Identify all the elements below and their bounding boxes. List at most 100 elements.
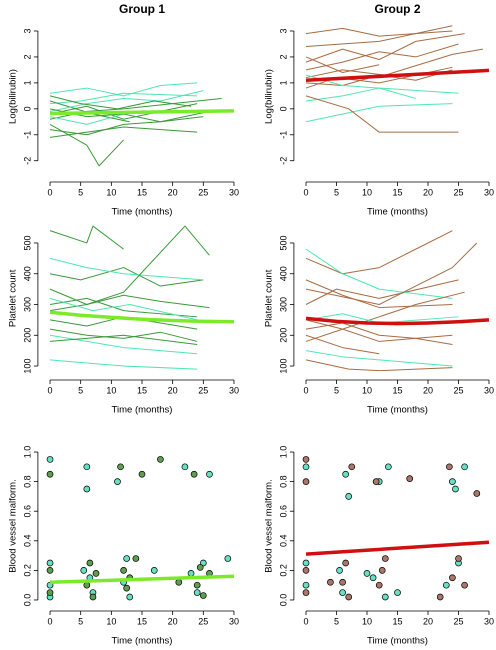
point — [461, 581, 468, 589]
x-tick-label: 25 — [198, 187, 208, 197]
y-tick-label: 200 — [278, 328, 288, 343]
point — [132, 555, 140, 562]
x-tick-label: 15 — [392, 616, 402, 626]
point — [138, 470, 146, 478]
x-tick-label: 5 — [334, 385, 339, 395]
trajectory — [49, 116, 204, 136]
point — [46, 559, 54, 567]
point — [375, 581, 383, 589]
trajectory — [49, 257, 204, 281]
trajectory — [305, 279, 453, 309]
point — [89, 593, 97, 601]
trajectory — [49, 113, 124, 125]
x-tick-label: 20 — [423, 187, 433, 197]
x-axis-label: Time (months) — [112, 405, 173, 416]
x-axis-label: Time (months) — [367, 636, 428, 647]
point — [461, 463, 468, 471]
point — [46, 567, 54, 574]
point — [83, 485, 91, 493]
point — [369, 574, 377, 582]
trajectory — [49, 225, 210, 312]
y-tick-label: 0 — [278, 106, 288, 111]
point — [199, 592, 207, 599]
point — [126, 593, 134, 601]
point — [302, 456, 310, 463]
x-axis-label: Time (months) — [112, 636, 173, 647]
y-tick-label: 500 — [278, 235, 288, 250]
x-tick-label: 10 — [362, 385, 372, 395]
y-tick-label: 1 — [22, 80, 32, 85]
trajectory — [305, 87, 416, 102]
y-axis-label: Platelet count — [7, 269, 18, 327]
y-tick-label: 300 — [278, 297, 288, 312]
x-tick-label: 30 — [484, 187, 494, 197]
trajectory — [305, 248, 453, 299]
y-tick-label: 100 — [22, 359, 32, 374]
trajectory — [49, 267, 204, 287]
y-tick-label: 300 — [22, 297, 32, 312]
x-tick-label: 20 — [168, 385, 178, 395]
x-tick-label: 25 — [453, 385, 463, 395]
point — [46, 470, 54, 478]
x-tick-label: 5 — [334, 187, 339, 197]
point — [187, 569, 195, 577]
trajectory — [49, 316, 198, 330]
point — [123, 584, 131, 592]
trajectory — [305, 334, 380, 355]
y-tick-label: 1.0 — [22, 446, 32, 459]
trajectory — [305, 103, 453, 123]
x-tick-label: 25 — [198, 385, 208, 395]
x-tick-label: 5 — [78, 616, 83, 626]
point — [336, 567, 343, 574]
x-tick-label: 30 — [229, 385, 239, 395]
trajectory — [305, 25, 453, 48]
x-axis-label: Time (months) — [367, 207, 428, 218]
y-tick-label: 200 — [22, 328, 32, 343]
point — [181, 463, 189, 471]
y-axis-label: Platelet count — [263, 269, 274, 327]
trajectory — [305, 242, 478, 306]
trajectory — [305, 43, 459, 71]
point — [190, 470, 198, 478]
trajectory — [49, 288, 210, 309]
trajectory — [305, 291, 465, 342]
y-tick-label: 0.2 — [278, 564, 288, 577]
x-tick-label: 30 — [229, 187, 239, 197]
point — [302, 581, 310, 589]
y-tick-label: 3 — [278, 28, 288, 33]
x-tick-label: 15 — [137, 385, 147, 395]
panel-title: Group 2 — [374, 2, 420, 16]
point — [378, 567, 386, 574]
x-tick-label: 20 — [168, 616, 178, 626]
x-tick-label: 0 — [303, 385, 308, 395]
point — [385, 463, 392, 471]
point — [302, 559, 310, 567]
trajectory — [49, 123, 124, 167]
point — [455, 555, 462, 562]
y-tick-label: -2 — [278, 157, 288, 165]
y-tick-label: 0 — [22, 106, 32, 111]
trajectory — [305, 313, 459, 324]
x-tick-label: 15 — [392, 385, 402, 395]
point — [348, 463, 356, 471]
x-tick-label: 0 — [303, 616, 308, 626]
trajectory — [49, 95, 192, 110]
point — [302, 463, 310, 471]
point — [473, 490, 481, 497]
panel-title: Group 1 — [119, 2, 165, 16]
x-tick-label: 30 — [229, 616, 239, 626]
trajectory — [49, 90, 204, 112]
trend-line — [305, 540, 490, 556]
trajectory — [305, 230, 453, 275]
point — [206, 470, 213, 478]
point — [117, 463, 124, 471]
point — [452, 485, 459, 493]
point — [224, 555, 232, 562]
x-tick-label: 5 — [78, 187, 83, 197]
point — [193, 581, 201, 589]
point — [92, 569, 100, 577]
y-tick-label: -1 — [278, 131, 288, 139]
point — [372, 478, 380, 485]
trajectory — [305, 350, 453, 367]
point — [83, 581, 91, 589]
